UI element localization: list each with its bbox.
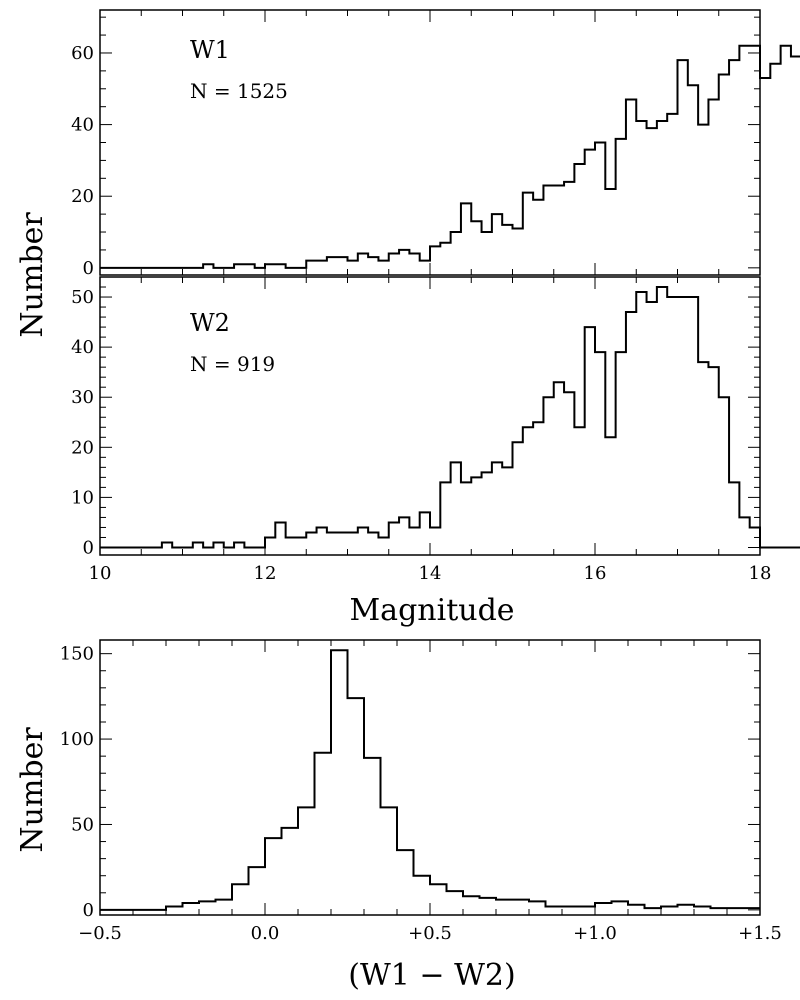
- panel-w2-histogram: [100, 286, 800, 549]
- panel-color-ytick-label: 0: [83, 900, 94, 921]
- panel-color-histogram: [100, 649, 760, 911]
- panel-color-xtick-label: +1.0: [573, 923, 617, 944]
- ylabel-bottom-panel: Number: [15, 727, 50, 853]
- panel-w1: 0 20 40 60 W1 N = 1525: [71, 9, 800, 279]
- panel-w1-ticks: [99, 10, 761, 275]
- panel-w2-xtick-label: 16: [584, 563, 607, 584]
- panel-w1-label: W1: [190, 36, 230, 64]
- panel-w1-ytick-label: 60: [71, 43, 94, 64]
- panel-w2-ytick-label: 10: [71, 487, 94, 508]
- panel-w2-xtick-label: 14: [419, 563, 442, 584]
- panel-color-ytick-label: 150: [60, 644, 94, 665]
- panel-w2-ticks: [99, 276, 761, 555]
- panel-w2-xtick-label: 12: [254, 563, 277, 584]
- panel-color-xtick-label: +1.5: [738, 923, 782, 944]
- panel-w2-ytick-label: 40: [71, 337, 94, 358]
- xlabel-color: (W1 − W2): [348, 958, 515, 993]
- panel-color-ytick-label: 100: [60, 729, 94, 750]
- panel-w1-ytick-label: 20: [71, 186, 94, 207]
- panel-color-xtick-label: 0.0: [251, 923, 280, 944]
- panel-w1-ytick-label: 40: [71, 115, 94, 136]
- panel-w2-ytick-label: 50: [71, 287, 94, 308]
- panel-w1-count: N = 1525: [190, 79, 288, 103]
- xlabel-magnitude: Magnitude: [349, 593, 514, 628]
- panel-w2-ytick-label: 0: [83, 537, 94, 558]
- panel-color-xtick-labels: −0.5 0.0 +0.5 +1.0 +1.5: [78, 923, 782, 944]
- panel-color-frame: [99, 639, 761, 916]
- panel-color-ticks: [99, 640, 761, 915]
- panel-color: 0 50 100 150 −0.5 0.0 +0.5 +1.0 +1.5: [60, 639, 782, 944]
- panel-color-xtick-label: +0.5: [408, 923, 452, 944]
- panel-w2-xtick-label: 18: [749, 563, 772, 584]
- panel-color-xtick-label: −0.5: [78, 923, 122, 944]
- panel-w2-xtick-label: 10: [89, 563, 112, 584]
- panel-w1-histogram: [100, 44, 800, 269]
- panel-w2-xtick-labels: 10 12 14 16 18: [89, 563, 772, 584]
- panel-w1-ytick-labels: 0 20 40 60: [71, 43, 94, 279]
- panel-w2-label: W2: [190, 309, 230, 337]
- panel-w2-ytick-labels: 0 10 20 30 40 50: [71, 287, 94, 558]
- panel-color-ytick-labels: 0 50 100 150: [60, 644, 94, 921]
- panel-w2-ytick-label: 20: [71, 437, 94, 458]
- panel-color-ytick-label: 50: [71, 814, 94, 835]
- ylabel-top-panels: Number: [15, 212, 50, 338]
- panel-w1-ytick-label: 0: [83, 258, 94, 279]
- panel-w2-ytick-label: 30: [71, 387, 94, 408]
- panel-w2: 0 10 20 30 40 50 10 12 14 16 18 W2 N = 919: [71, 276, 800, 584]
- panel-w2-count: N = 919: [190, 352, 275, 376]
